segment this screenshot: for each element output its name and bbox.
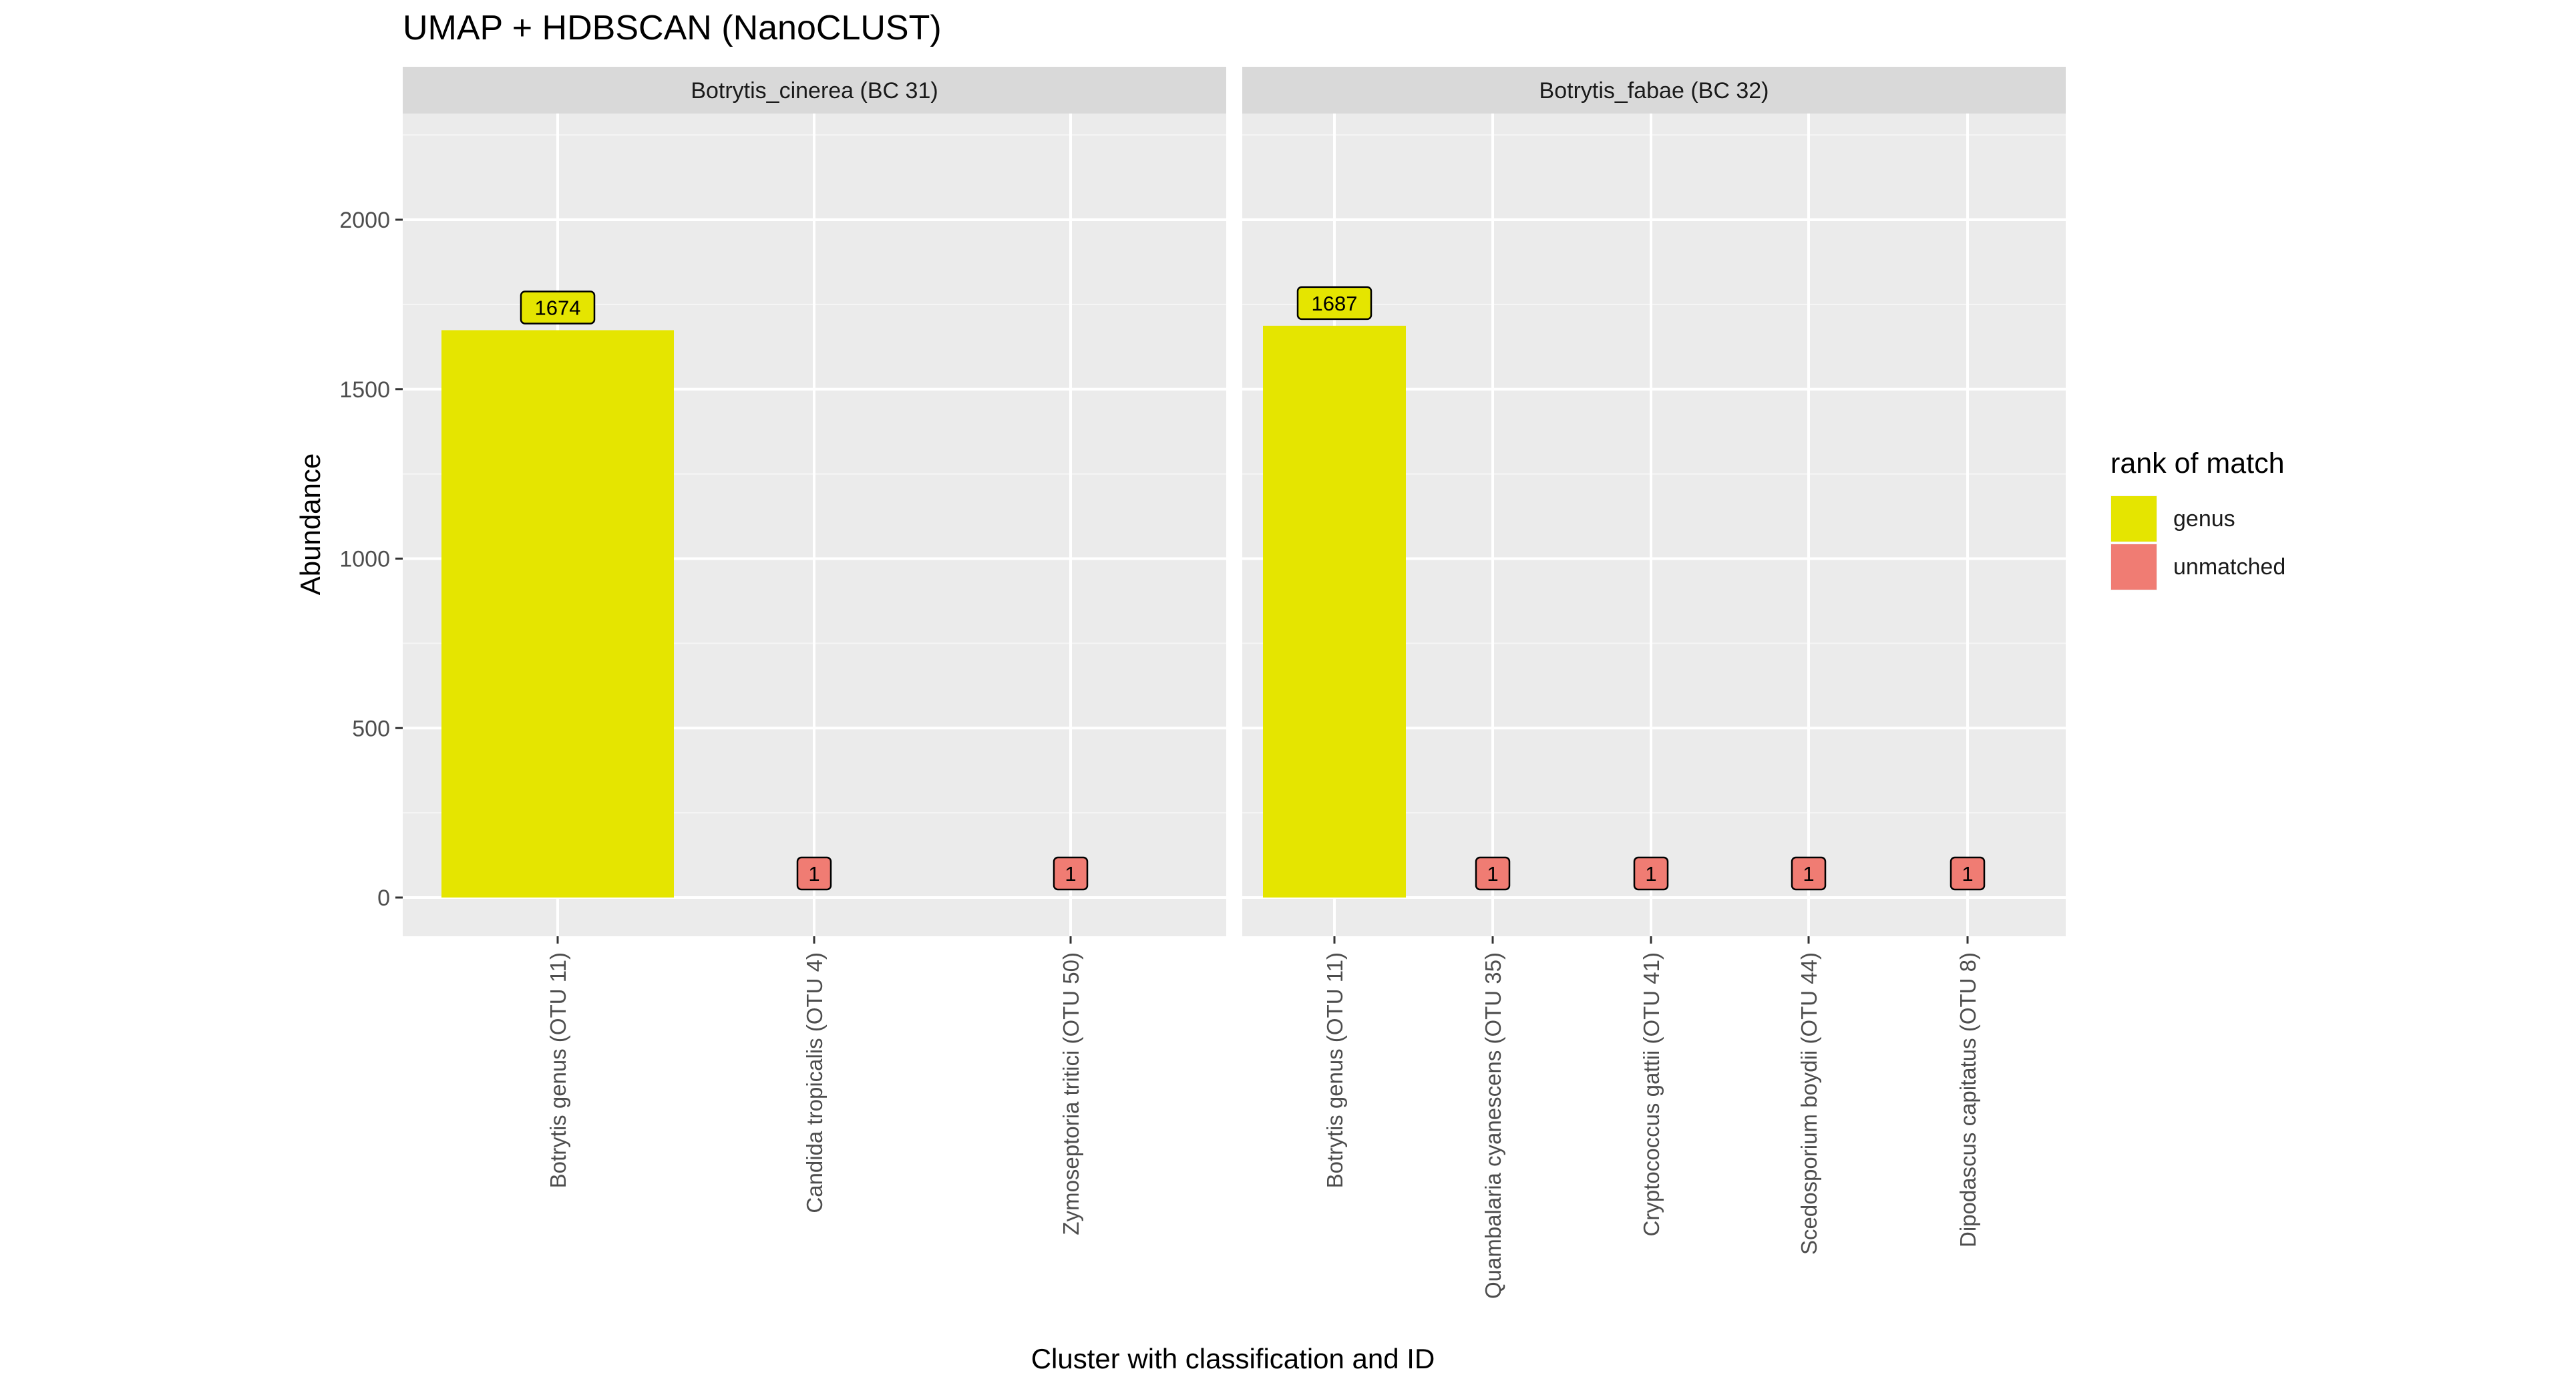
- x-tick-label: Scedosporium boydii (OTU 44): [1797, 952, 1821, 1255]
- bar: [441, 330, 674, 898]
- data-label-box: [1296, 286, 1372, 321]
- x-tick-label: Cryptococcus gattii (OTU 41): [1639, 952, 1664, 1236]
- y-tick-label: 0: [377, 886, 390, 911]
- x-tick-label: Zymoseptoria tritici (OTU 50): [1059, 952, 1083, 1235]
- data-label-box: [1791, 856, 1827, 891]
- data-label: 1: [1065, 862, 1076, 886]
- data-label: 1687: [1312, 292, 1358, 315]
- legend-key-genus: [2110, 496, 2157, 542]
- y-axis-label: Abundance: [295, 453, 326, 596]
- legend-label-unmatched: unmatched: [2173, 554, 2286, 580]
- x-tick-label: Dipodascus capitatus (OTU 8): [1956, 952, 1980, 1247]
- y-tick-label: 500: [352, 716, 390, 741]
- data-label-box: [1950, 856, 1986, 891]
- facet-strip-label: Botrytis_fabae (BC 32): [1539, 78, 1769, 104]
- legend: rank of match genus unmatched: [2110, 447, 2285, 591]
- legend-item-genus: genus: [2110, 495, 2285, 543]
- data-label-box: [796, 856, 832, 891]
- data-label-box: [1633, 856, 1669, 891]
- y-tick-label: 1500: [339, 377, 390, 403]
- legend-title: rank of match: [2110, 447, 2285, 479]
- x-tick-label: Botrytis genus (OTU 11): [546, 952, 570, 1188]
- facet-strip: [1242, 67, 2066, 114]
- data-label: 1: [1487, 862, 1498, 886]
- data-label: 1: [1803, 862, 1814, 886]
- data-label-box: [1053, 856, 1089, 891]
- data-label-box: [1475, 856, 1511, 891]
- x-axis-label: Cluster with classification and ID: [1031, 1343, 1435, 1374]
- data-label: 1: [1962, 862, 1973, 886]
- data-label: 1: [808, 862, 819, 886]
- facet-strip: [403, 67, 1226, 114]
- data-label-box: [520, 290, 596, 325]
- y-tick-label: 1000: [339, 547, 390, 572]
- x-tick-label: Candida tropicalis (OTU 4): [802, 952, 827, 1213]
- chart-title: UMAP + HDBSCAN (NanoCLUST): [403, 9, 942, 47]
- facet-strip-label: Botrytis_cinerea (BC 31): [691, 78, 938, 104]
- data-label: 1: [1645, 862, 1656, 886]
- data-label: 1674: [535, 296, 581, 319]
- legend-item-unmatched: unmatched: [2110, 543, 2285, 591]
- bar: [1263, 325, 1406, 898]
- x-tick-label: Botrytis genus (OTU 11): [1322, 952, 1347, 1188]
- x-tick-label: Quambalaria cyanescens (OTU 35): [1481, 952, 1505, 1299]
- y-tick-label: 2000: [339, 208, 390, 233]
- legend-key-unmatched: [2110, 544, 2157, 590]
- legend-label-genus: genus: [2173, 506, 2235, 532]
